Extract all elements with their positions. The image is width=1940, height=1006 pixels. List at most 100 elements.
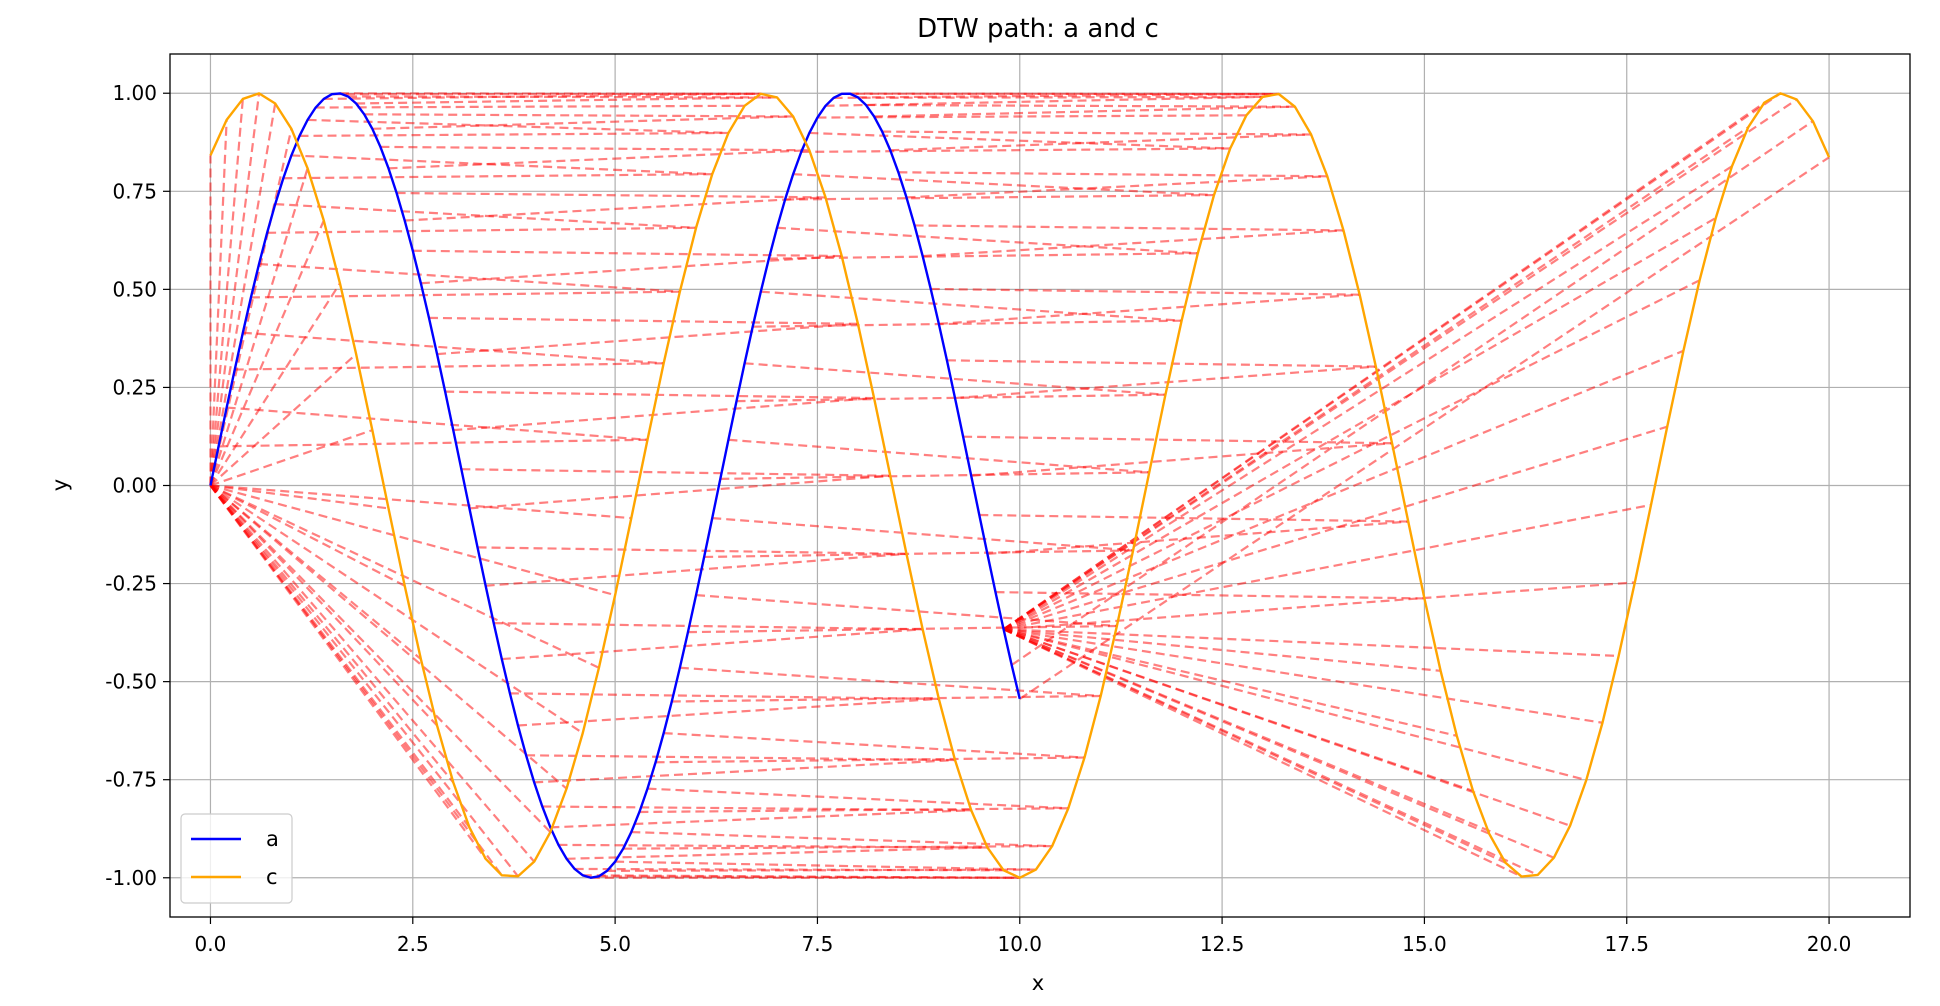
x-tick-label: 17.5 (1604, 932, 1649, 956)
dtw-connection-line (1003, 217, 1717, 631)
dtw-connection-line (445, 390, 875, 400)
dtw-connection-line (1011, 120, 1814, 666)
dtw-connection-line (209, 484, 552, 833)
dtw-connection-line (517, 697, 939, 727)
y-tick-label: 1.00 (112, 81, 157, 105)
dtw-connection-line (493, 622, 923, 631)
dtw-connection-line (250, 290, 680, 299)
x-tick-label: 7.5 (802, 932, 834, 956)
dtw-connection-line (1003, 349, 1684, 631)
dtw-connection-line (307, 118, 729, 135)
dtw-connection-line (615, 860, 1036, 871)
dtw-connection-line (922, 229, 1344, 258)
dtw-connection-line (752, 319, 1182, 328)
dtw-connection-line (461, 468, 891, 477)
dtw-connection-line (971, 442, 1393, 477)
dtw-connection-line (687, 624, 1117, 634)
y-tick-label: -0.25 (105, 572, 157, 596)
dtw-connection-line (607, 868, 1036, 872)
y-tick-label: -1.00 (105, 866, 157, 890)
dtw-connection-line (663, 732, 1085, 759)
y-tick-label: 0.50 (112, 277, 157, 301)
dtw-connection-line (209, 98, 244, 486)
dtw-connection-line (209, 484, 536, 863)
dtw-connection-line (209, 484, 503, 876)
dtw-connection-line (209, 220, 325, 486)
dtw-connection-line (209, 282, 341, 487)
dtw-connection-line (210, 484, 389, 510)
dtw-connection-line (291, 154, 713, 176)
dtw-connection-line (930, 287, 1360, 296)
legend-label-a: a (266, 827, 279, 851)
dtw-connection-line (1003, 279, 1701, 631)
y-tick-label: 0.00 (112, 474, 157, 498)
y-tick-label: 0.25 (112, 375, 157, 399)
x-tick-label: 20.0 (1807, 932, 1852, 956)
dtw-connection-line (420, 254, 842, 285)
dtw-connection-line (874, 105, 1295, 118)
x-tick-label: 2.5 (397, 932, 429, 956)
legend-box (180, 813, 293, 904)
legend-label-c: c (266, 865, 278, 889)
dtw-connection-line (477, 546, 907, 555)
dtw-connection-line (1002, 92, 1782, 631)
dtw-connection-line (299, 131, 729, 138)
dtw-connection-line (833, 95, 1263, 99)
dtw-connection-line (720, 471, 1150, 481)
dtw-connection-line (485, 552, 907, 587)
dtw-connection-line (647, 787, 1069, 810)
dtw-connection-line (954, 365, 1376, 400)
dtw-connection-line (469, 474, 891, 510)
dtw-connection-line (865, 103, 1295, 108)
dtw-connection-line (388, 149, 810, 170)
x-tick-label: 10.0 (998, 932, 1043, 956)
dtw-connection-line (209, 484, 519, 877)
dtw-connection-line (209, 484, 568, 790)
y-tick-label: -0.50 (105, 670, 157, 694)
dtw-connection-line (946, 359, 1376, 368)
dtw-connection-line (1003, 628, 1603, 724)
dtw-connection-line (501, 628, 923, 661)
dtw-connection-line (776, 226, 1198, 255)
dtw-connection-line (566, 846, 988, 860)
dtw-connection-line (857, 92, 1279, 99)
dtw-connection-line (210, 484, 632, 520)
dtw-connection-line (801, 147, 1231, 153)
dtw-connection-line (267, 226, 697, 234)
series-lines (209, 92, 1831, 879)
dtw-connection-line (679, 666, 1101, 698)
dtw-connection-line (209, 484, 406, 587)
dtw-connection-line (704, 549, 1134, 559)
dtw-connection-line (639, 807, 1069, 814)
dtw-connection-line (785, 193, 1215, 201)
dtw-connection-line (348, 95, 777, 99)
y-axis-ticks: 1.00 0.75 0.50 0.25 0.00 -0.25 -0.50 -0.75 -1.00 (105, 81, 170, 890)
x-tick-label: 15.0 (1402, 932, 1447, 956)
dtw-connection-line (428, 316, 858, 325)
dtw-connection-line (898, 171, 1328, 178)
dtw-connection-line (938, 293, 1360, 325)
dtw-connection-line (979, 513, 1409, 523)
series-line-a (209, 92, 1021, 879)
dtw-connection-line (712, 516, 1134, 552)
dtw-connection-line (210, 429, 373, 487)
dtw-connection-line (226, 406, 648, 441)
dtw-connection-line (1019, 156, 1830, 700)
dtw-connection-line (1003, 628, 1523, 878)
y-axis-label: y (48, 479, 72, 491)
x-tick-label: 12.5 (1200, 932, 1245, 956)
dtw-connection-line (736, 393, 1166, 403)
dtw-path-lines (209, 92, 1830, 879)
x-axis-ticks: 0.0 2.5 5.0 7.5 10.0 12.5 15.0 17.5 20.0 (195, 917, 1852, 956)
dtw-connection-line (914, 224, 1344, 232)
dtw-connection-line (728, 438, 1150, 474)
dtw-connection-line (598, 875, 1020, 879)
dtw-connection-line (1003, 628, 1458, 737)
dtw-connection-line (963, 435, 1393, 445)
dtw-connection-line (234, 362, 664, 371)
dtw-connection-line (364, 113, 794, 118)
dtw-connection-line (209, 484, 584, 735)
dtw-connection-line (1003, 425, 1668, 631)
dtw-connection-line (1002, 126, 1749, 631)
dtw-connection-line (550, 809, 972, 829)
